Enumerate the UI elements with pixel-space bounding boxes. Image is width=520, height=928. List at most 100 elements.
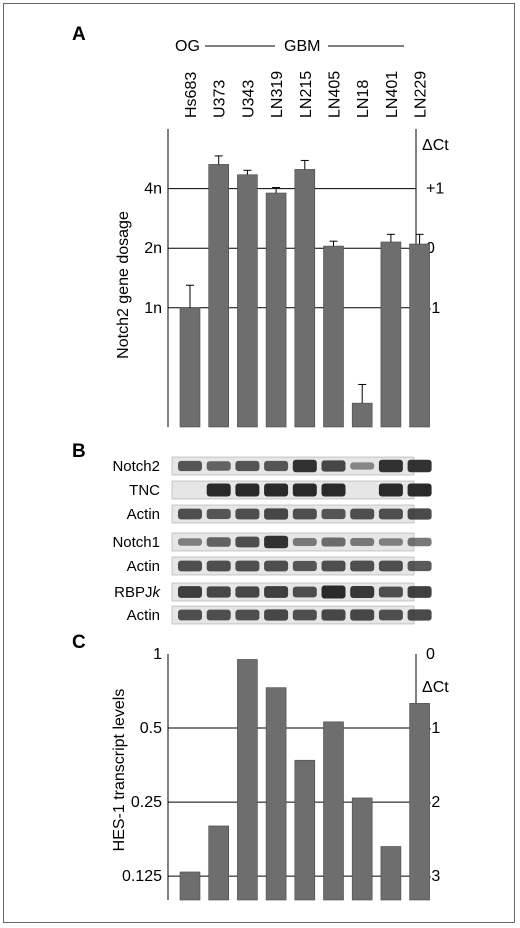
bar [265, 687, 287, 901]
blot-band [292, 508, 317, 520]
blot-band [321, 483, 346, 497]
lane-label: LN229 [413, 71, 430, 118]
blot-band [350, 537, 375, 547]
bar [237, 659, 258, 901]
bar [409, 703, 430, 901]
blot-band [206, 537, 231, 547]
blot-band [235, 536, 260, 548]
panel-c: C HES-1 transcript levels ΔCt 0.125 0.25 0… [72, 632, 449, 901]
blot-band [378, 609, 403, 621]
blot-band [378, 586, 403, 598]
panel-b: B Notch2 TNC Actin Notch1 Actin RBPJk Actin [72, 441, 432, 625]
lane-label: LN401 [384, 71, 401, 118]
chart-c: HES-1 transcript levels ΔCt 0.125 0.25 0.5… [111, 646, 449, 901]
blot-band [235, 586, 260, 598]
blot-row: Actin [127, 556, 432, 576]
blot-band [292, 537, 317, 547]
blot-band [407, 586, 432, 598]
blot-band [350, 462, 375, 470]
blot-band [378, 459, 403, 473]
blot-band [350, 609, 375, 621]
blot-band [235, 508, 260, 520]
panel-c-letter: C [72, 632, 86, 653]
lane-label: U373 [212, 80, 229, 118]
blot-band [378, 538, 403, 546]
y-tick-label: 4n [144, 181, 162, 198]
chart-c-y2label: ΔCt [422, 679, 449, 696]
blot-band [292, 586, 317, 598]
y-tick-label: 0.125 [122, 868, 162, 885]
lane-label: LN319 [269, 71, 286, 118]
blot-band [178, 538, 202, 546]
blot-band [206, 483, 231, 497]
y-tick-label: 1 [153, 646, 162, 663]
bar [237, 174, 258, 428]
bar [179, 871, 201, 901]
lane-label: U343 [240, 80, 257, 118]
chart-a-y2label: ΔCt [422, 137, 449, 154]
blot-band [206, 560, 231, 572]
blot-label: TNC [129, 482, 160, 499]
blot-band [321, 609, 346, 621]
blot-label: RBPJk [114, 584, 161, 601]
blot-band [264, 460, 289, 472]
y2-tick-label: 0 [426, 240, 435, 257]
blot-row: Notch2 [112, 456, 432, 476]
panel-a-letter: A [72, 24, 86, 45]
figure-frame [3, 3, 515, 923]
lane-label: LN215 [298, 71, 315, 118]
bar [351, 797, 373, 901]
blot-band [378, 483, 403, 497]
blot-band [235, 609, 260, 621]
blot-band [178, 508, 202, 520]
blot-band [407, 560, 432, 572]
blot-row: RBPJk [114, 582, 432, 602]
blot-band [407, 508, 432, 520]
group-gbm-label: GBM [284, 38, 320, 55]
bar [265, 192, 287, 428]
bar [323, 245, 344, 428]
blot-band [206, 586, 231, 598]
blot-label: Actin [127, 506, 160, 523]
bar [323, 721, 344, 901]
blot-band [178, 560, 202, 572]
blot-band [292, 459, 317, 473]
blot-band [350, 508, 375, 520]
blot-band [321, 585, 346, 599]
panel-b-letter: B [72, 441, 86, 462]
blot-row: Actin [127, 605, 432, 625]
blot-band [292, 609, 317, 621]
blot-band [378, 508, 403, 520]
lane-labels: Hs683 U373 U343 LN319 LN215 LN405 LN18 LN401 LN2… [183, 71, 430, 118]
y-tick-label: 0.25 [131, 794, 162, 811]
blot-band [178, 586, 202, 598]
blot-band [292, 483, 317, 497]
blot-band [407, 459, 432, 473]
blot-band [235, 560, 260, 572]
bar [380, 846, 402, 901]
blot-band [321, 460, 346, 472]
blot-band [350, 585, 375, 599]
group-og-label: OG [175, 38, 200, 55]
blot-band [407, 537, 432, 547]
bar [409, 243, 430, 428]
chart-a-ylabel: Notch2 gene dosage [115, 211, 132, 359]
blot-band [264, 483, 289, 497]
y2-tick-label: 0 [426, 646, 435, 663]
blot-band [264, 609, 289, 621]
blot-band [292, 560, 317, 572]
blot-band [178, 460, 202, 472]
blot-band [235, 483, 260, 497]
blot-band [264, 586, 289, 598]
panel-a: A OG GBM Hs683 U373 U343 LN319 LN215 LN405 LN1… [72, 24, 449, 428]
y-tick-label: 2n [144, 240, 162, 257]
blot-band [378, 560, 403, 572]
blot-label: Actin [127, 558, 160, 575]
blot-label: Notch2 [112, 458, 160, 475]
blot-band [206, 508, 231, 520]
bar [351, 402, 373, 428]
bar [294, 169, 316, 428]
blot-band [206, 461, 231, 471]
